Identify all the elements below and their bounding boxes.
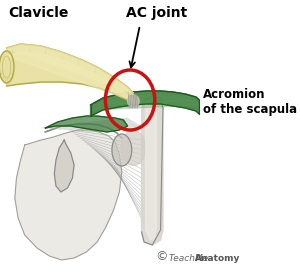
Polygon shape [91, 91, 199, 105]
Polygon shape [91, 96, 199, 110]
Polygon shape [7, 44, 134, 93]
Text: Clavicle: Clavicle [8, 6, 69, 20]
Polygon shape [54, 140, 74, 192]
Ellipse shape [128, 95, 139, 107]
Polygon shape [142, 96, 163, 245]
Text: TeachMe: TeachMe [166, 254, 208, 263]
Text: AC joint: AC joint [126, 6, 187, 20]
Polygon shape [7, 44, 134, 104]
Text: Anatomy: Anatomy [195, 254, 241, 263]
Ellipse shape [121, 130, 146, 165]
Ellipse shape [112, 134, 132, 166]
Polygon shape [146, 98, 156, 240]
Polygon shape [15, 130, 122, 260]
Polygon shape [91, 91, 199, 116]
Text: ©: © [155, 250, 167, 263]
Text: Acromion
of the scapula: Acromion of the scapula [203, 88, 297, 117]
Polygon shape [45, 116, 128, 132]
Polygon shape [7, 52, 134, 101]
Ellipse shape [0, 51, 14, 83]
